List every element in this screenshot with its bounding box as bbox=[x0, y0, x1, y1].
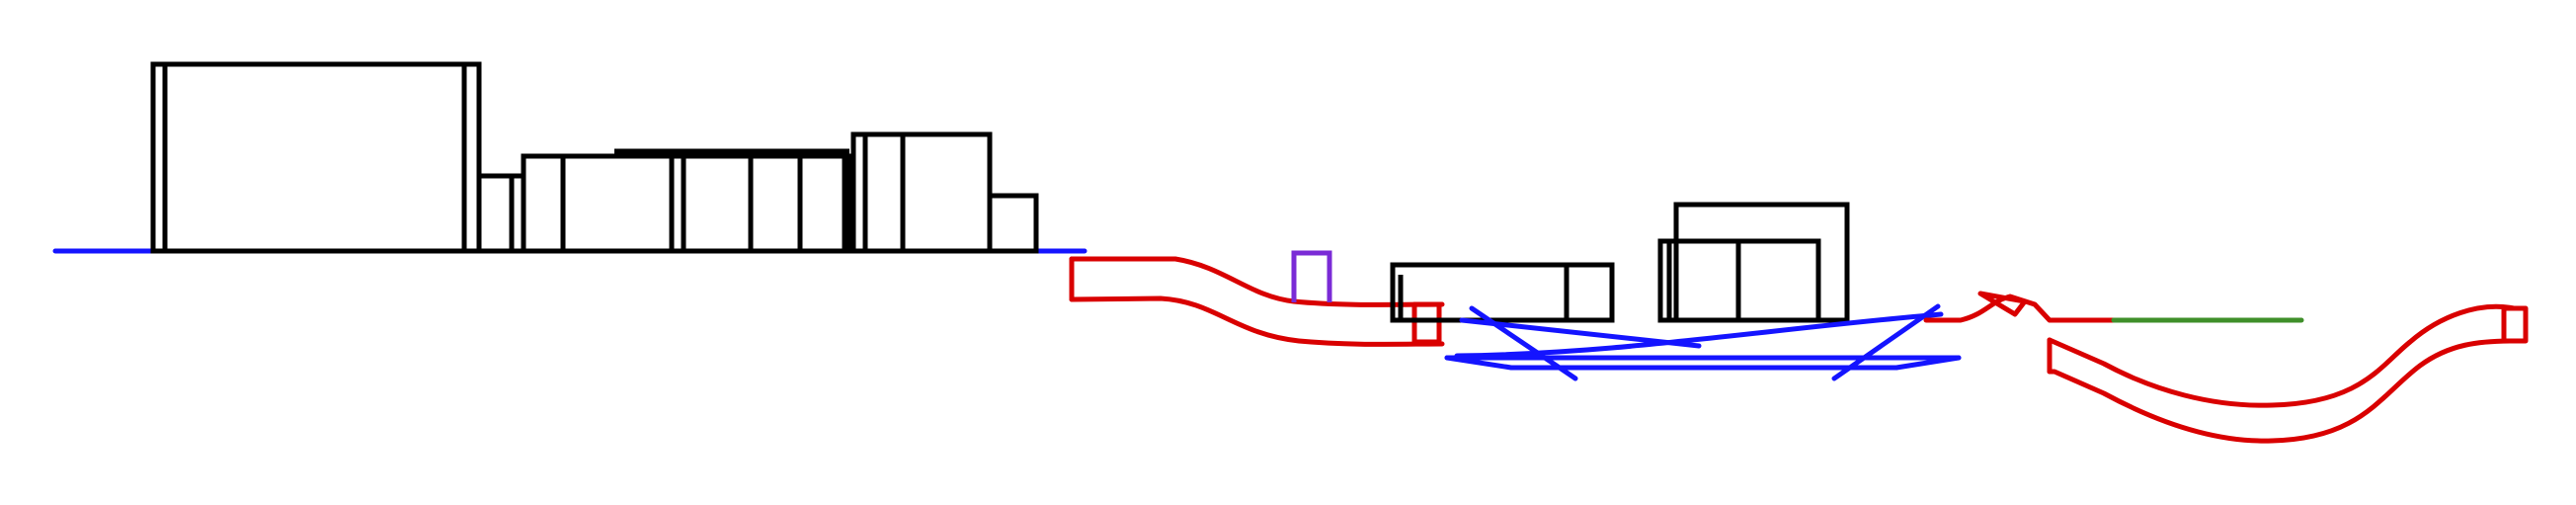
right-building bbox=[850, 131, 993, 254]
red-channel-right-upper bbox=[2047, 303, 2517, 408]
red-channel-right bbox=[2047, 303, 2529, 444]
middle-long-building bbox=[1390, 262, 1615, 323]
blue-crossing-lines bbox=[1444, 303, 1962, 381]
blue-arc bbox=[1454, 311, 1944, 359]
red-channel-gate bbox=[1411, 301, 1442, 345]
tall-building bbox=[150, 61, 482, 254]
red-connector-arrow bbox=[1977, 291, 2028, 317]
building-group-middle bbox=[1390, 202, 1850, 323]
blue-end-right bbox=[1893, 355, 1962, 371]
purple-marker-box bbox=[1291, 250, 1332, 302]
middle-building bbox=[521, 153, 852, 254]
building-group-left bbox=[150, 61, 1039, 254]
red-channel-bottom-edge bbox=[1069, 295, 1445, 347]
middle-tall-building bbox=[1673, 202, 1850, 323]
blue-end-left bbox=[1444, 355, 1514, 371]
red-channel-right-lower bbox=[2047, 338, 2517, 444]
red-channel-left bbox=[1069, 256, 1445, 347]
connector-block bbox=[476, 173, 526, 254]
annex-block bbox=[987, 193, 1039, 254]
red-channel-right-gate bbox=[2501, 305, 2529, 344]
